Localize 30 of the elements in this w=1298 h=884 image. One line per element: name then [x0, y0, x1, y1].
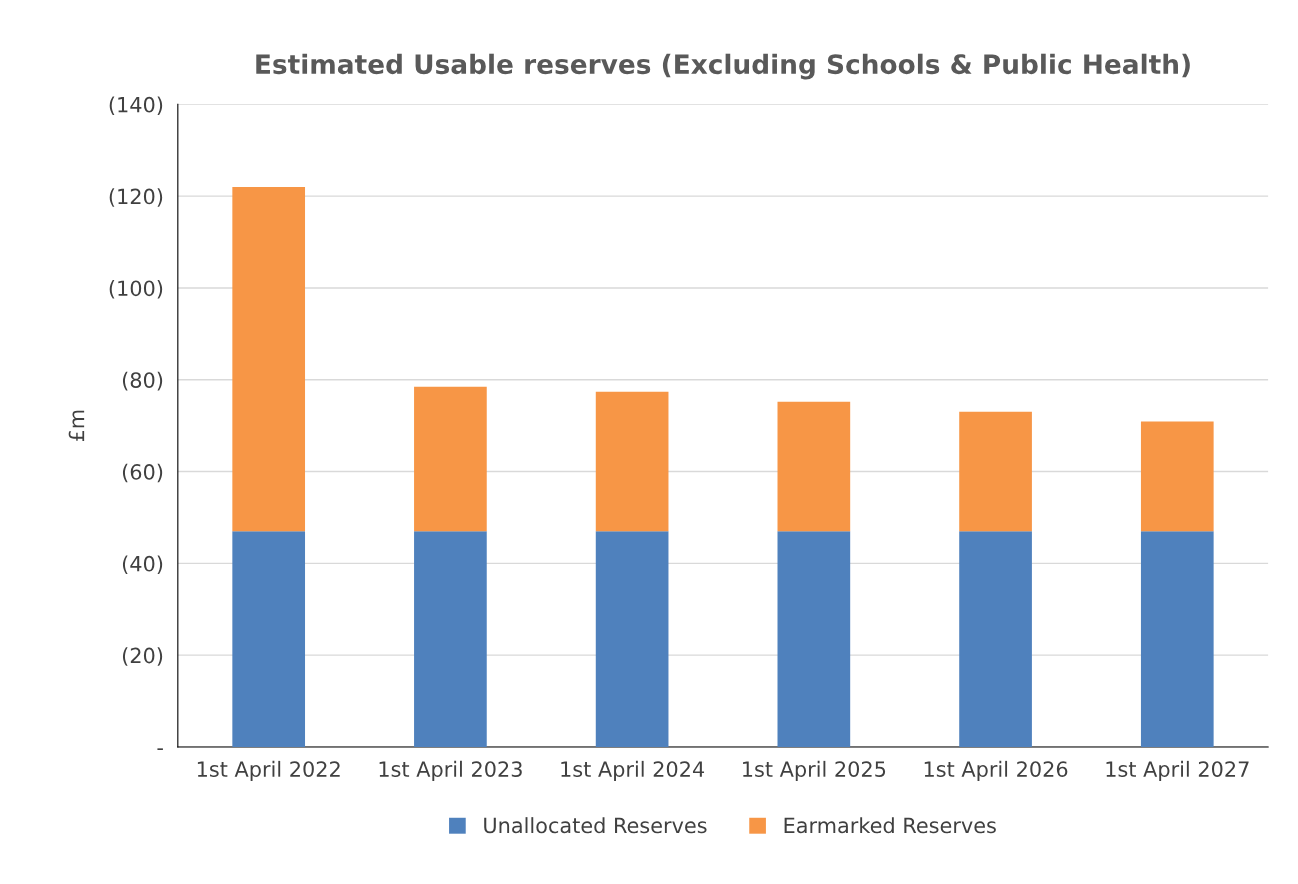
- bar: [1140, 531, 1214, 747]
- bar: [232, 186, 306, 532]
- bar: [595, 391, 669, 532]
- bar: [232, 531, 306, 747]
- legend-label: Earmarked Reserves: [784, 817, 996, 834]
- bar: [777, 531, 851, 747]
- legend-label: Unallocated Reserves: [484, 817, 707, 834]
- y-tick-label: (80): [122, 371, 163, 391]
- y-tick-label: (120): [109, 188, 163, 207]
- x-tick-label: 1st April 2025: [743, 760, 886, 782]
- y-tick-label: (20): [122, 647, 163, 666]
- y-tick-label: -: [157, 748, 163, 751]
- x-tick-label: 1st April 2023: [379, 760, 522, 782]
- y-tick-label: (100): [109, 280, 163, 299]
- bar: [414, 531, 487, 747]
- y-tick-label: (140): [109, 96, 163, 115]
- bar: [595, 531, 669, 747]
- bar: [959, 531, 1032, 747]
- x-tick-label: 1st April 2024: [561, 760, 705, 782]
- bar: [1140, 421, 1214, 532]
- y-tick-label: (60): [122, 463, 163, 483]
- bar: [777, 401, 851, 532]
- x-tick-label: 1st April 2026: [924, 760, 1068, 782]
- y-axis-title: £m: [68, 410, 85, 442]
- x-tick-label: 1st April 2022: [197, 760, 340, 782]
- bar: [959, 411, 1032, 532]
- y-tick-label: (40): [122, 555, 163, 575]
- chart-title: Estimated Usable reserves (Excluding Schools & Public Health): [256, 53, 1190, 80]
- bar: [414, 386, 487, 532]
- x-tick-label: 1st April 2027: [1106, 760, 1249, 782]
